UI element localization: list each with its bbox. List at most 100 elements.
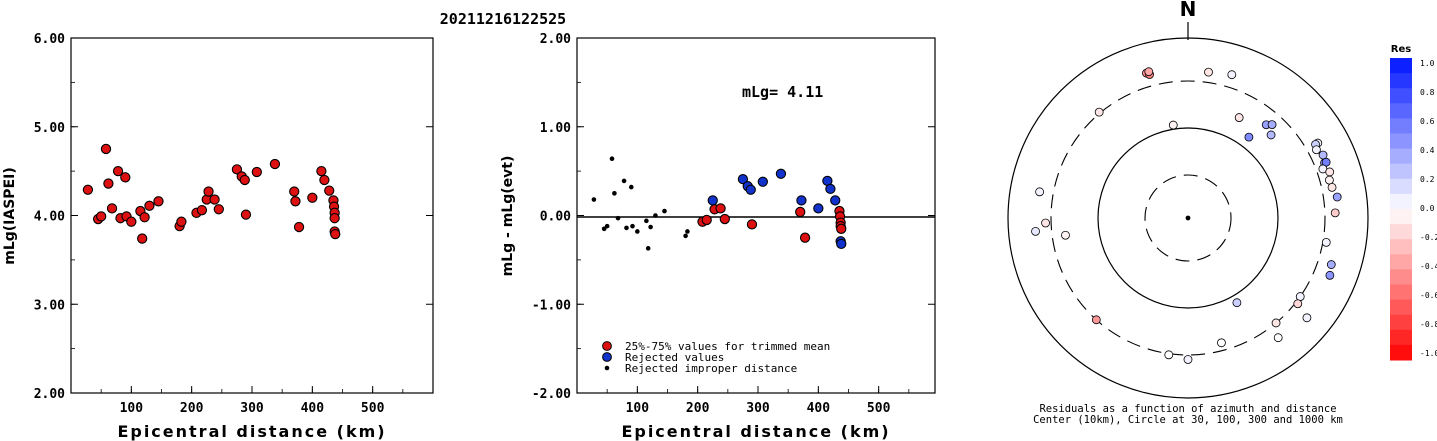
polar-station-point xyxy=(1325,167,1335,177)
north-label: N xyxy=(1180,0,1197,21)
legend-marker-improper xyxy=(604,365,610,371)
mid-point-improper-distance xyxy=(685,229,690,234)
mid-y-tick-label: -2.00 xyxy=(532,387,571,402)
mid-point-rejected xyxy=(836,238,847,250)
left-x-ticks: 100 200 300 400 500 xyxy=(100,386,404,416)
mid-point-rejected xyxy=(825,183,836,195)
mid-x-tick-label: 200 xyxy=(686,401,710,416)
colorbar-tick-label: 0.2 xyxy=(1420,175,1435,184)
left-x-tick-label: 500 xyxy=(361,401,385,416)
left-data-point xyxy=(106,203,118,214)
left-x-tick-label: 300 xyxy=(240,401,264,416)
left-data-point xyxy=(213,204,224,215)
polar-station-point xyxy=(1091,315,1101,325)
left-x-tick-label: 200 xyxy=(180,401,204,416)
polar-station-point xyxy=(1326,260,1336,269)
mid-point-rejected xyxy=(830,195,841,206)
polar-station-point xyxy=(1327,182,1337,192)
polar-station-point xyxy=(1168,120,1178,130)
colorbar-tick-label: -0.2 xyxy=(1420,233,1437,242)
colorbar-cells xyxy=(1390,58,1412,361)
colorbar-cell xyxy=(1390,239,1412,255)
left-data-point xyxy=(269,158,281,170)
left-y-tick-label: 6.00 xyxy=(34,32,65,47)
left-y-tick-label: 5.00 xyxy=(34,121,65,136)
ring-100km xyxy=(1097,127,1279,309)
left-x-label: Epicentral distance (km) xyxy=(117,422,386,441)
polar-station-point xyxy=(1244,132,1254,142)
mid-point-trimmed-mean xyxy=(795,206,806,218)
mid-point-trimmed-mean xyxy=(719,213,730,225)
left-data-point xyxy=(153,196,164,207)
colorbar-cell xyxy=(1390,329,1412,346)
colorbar-cell xyxy=(1390,118,1412,134)
ring-30km xyxy=(1144,174,1232,262)
colorbar-tick-label: -1.0 xyxy=(1420,349,1437,358)
left-data-point xyxy=(307,192,318,203)
polar-station-point xyxy=(1204,67,1213,77)
left-x-tick-label: 400 xyxy=(301,401,325,416)
left-data-point xyxy=(324,185,335,196)
mid-point-improper-distance xyxy=(601,226,607,232)
polar-station-point xyxy=(1183,355,1193,364)
mid-x-tick-label: 500 xyxy=(867,401,891,416)
mid-y-tick-label: 1.00 xyxy=(540,121,571,136)
polar-station-point xyxy=(1227,70,1237,80)
mid-point-improper-distance xyxy=(621,178,627,184)
legend-label: 25%-75% values for trimmed mean xyxy=(625,340,830,353)
mid-point-rejected xyxy=(757,176,768,187)
mid-point-improper-distance xyxy=(624,225,629,231)
left-data-point xyxy=(112,165,124,177)
mid-point-improper-distance xyxy=(644,218,649,224)
left-x-tick-label: 100 xyxy=(120,401,144,416)
colorbar-cell xyxy=(1390,209,1412,225)
legend-marker xyxy=(602,341,612,351)
colorbar-cell xyxy=(1390,299,1412,316)
polar-station-point xyxy=(1031,226,1040,236)
polar-points xyxy=(1031,67,1342,364)
colorbar-title: Res xyxy=(1391,44,1411,55)
colorbar-cell xyxy=(1390,88,1412,104)
left-data-point xyxy=(103,178,114,189)
colorbar-tick-label: -0.6 xyxy=(1420,291,1437,300)
left-data-point xyxy=(126,216,137,227)
left-data-point xyxy=(290,196,301,207)
mid-point-improper-distance xyxy=(648,224,653,230)
colorbar-cell xyxy=(1390,178,1412,195)
left-data-point xyxy=(239,174,250,186)
left-data-point xyxy=(329,213,340,224)
mid-point-rejected xyxy=(745,184,756,195)
left-panel: 6.00 5.00 4.00 3.00 2.00 100 200 300 400 500 mLg… xyxy=(2,32,434,441)
polar-station-point xyxy=(1332,192,1342,202)
mid-point-rejected xyxy=(775,168,787,179)
mid-point-rejected xyxy=(796,195,807,206)
polar-station-point xyxy=(1164,350,1174,360)
mid-point-improper-distance xyxy=(683,233,688,239)
colorbar: Res 1.0 0.8 0.6 0.4 0.2 0.0 -0.2 -0.4 -0.6 -0.8 -1… xyxy=(1390,44,1437,361)
mid-point-improper-distance xyxy=(591,197,597,202)
colorbar-tick-label: 0.8 xyxy=(1420,88,1435,97)
polar-station-point xyxy=(1217,338,1226,348)
mid-points xyxy=(591,156,847,251)
left-data-point xyxy=(319,174,330,186)
mid-point-improper-distance xyxy=(615,215,621,221)
colorbar-cell xyxy=(1390,73,1412,89)
colorbar-tick-label: 0.6 xyxy=(1420,117,1435,126)
polar-station-point xyxy=(1094,107,1104,117)
mid-point-improper-distance xyxy=(604,223,610,229)
mid-y-tick-label: 2.00 xyxy=(540,32,571,47)
left-data-point xyxy=(196,205,208,216)
mid-point-improper-distance xyxy=(612,191,617,196)
left-data-point xyxy=(209,194,220,205)
left-data-point xyxy=(120,172,131,183)
mid-y-tick-label: -1.00 xyxy=(532,298,571,313)
polar-station-point xyxy=(1293,299,1303,309)
polar-station-point xyxy=(1302,313,1312,323)
polar-station-point xyxy=(1232,298,1242,308)
left-y-label: mLg(IASPEI) xyxy=(2,167,18,265)
mid-point-rejected xyxy=(707,195,718,206)
left-data-point xyxy=(289,186,300,197)
colorbar-tick-label: 0.0 xyxy=(1420,204,1435,213)
mid-point-trimmed-mean xyxy=(746,219,758,230)
mid-point-improper-distance xyxy=(662,208,667,214)
